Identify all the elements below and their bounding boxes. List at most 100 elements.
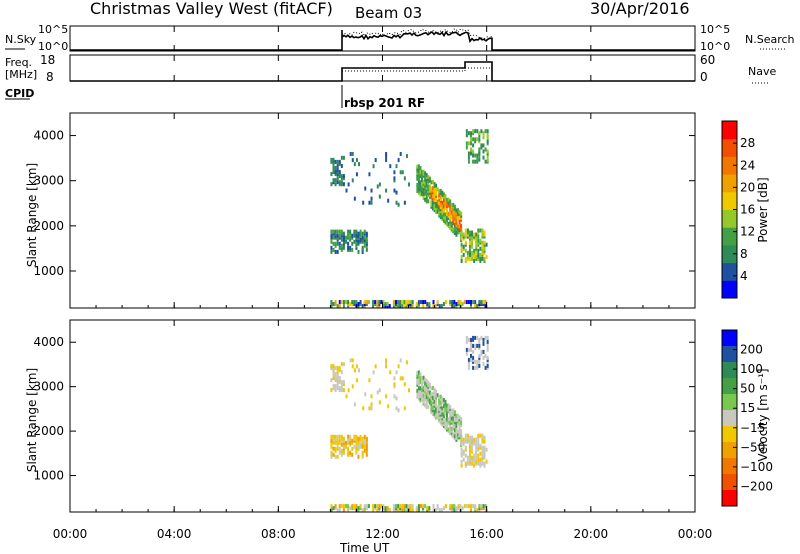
velocity-cell (435, 389, 438, 394)
power-cell (397, 300, 400, 305)
power-cell (482, 300, 485, 305)
power-panel: 1000 2000 3000 4000 Slant Range [km] (25, 112, 696, 309)
power-cell (483, 258, 486, 263)
power-cell (453, 212, 456, 217)
velocity-cell (421, 387, 424, 392)
power-cell (450, 225, 453, 230)
power-cell (378, 300, 381, 305)
colorbar-swatch (722, 121, 737, 140)
power-cell (446, 220, 449, 225)
colorbar-swatch (722, 394, 737, 411)
power-cell (438, 213, 441, 218)
power-cell (359, 229, 362, 234)
power-cell (472, 129, 475, 134)
power-cell (472, 151, 475, 156)
power-cell (452, 227, 455, 232)
power-cell (482, 149, 485, 154)
power-cell (450, 211, 453, 216)
power-cell (430, 196, 433, 201)
power-cell (478, 149, 481, 154)
velocity-cell (472, 355, 475, 360)
power-cell (376, 304, 379, 309)
power-cell (475, 240, 478, 245)
velocity-cell (441, 406, 444, 411)
velocity-cell (471, 461, 474, 466)
power-cell (441, 217, 444, 222)
velocity-cell (355, 438, 358, 443)
power-cell (449, 302, 452, 307)
velocity-cell (434, 508, 437, 513)
power-cell (338, 170, 341, 175)
power-cell (439, 205, 442, 210)
power-cell (340, 174, 343, 179)
velocity-cell (424, 504, 427, 509)
velocity-cell (467, 357, 470, 362)
power-cell (481, 228, 484, 233)
velocity-cell (351, 364, 354, 369)
power-cell (411, 300, 414, 305)
power-cell (470, 300, 472, 305)
power-cell (473, 248, 476, 253)
power-cell (347, 235, 350, 240)
power-cell (419, 186, 422, 191)
power-cell (422, 193, 425, 198)
power-cell (472, 159, 475, 164)
power-cell (458, 215, 461, 220)
power-cell (340, 229, 343, 234)
velocity-cell (475, 445, 478, 450)
power-cell (349, 235, 352, 240)
velocity-cell (417, 370, 420, 375)
power-cell (382, 302, 385, 307)
velocity-cell (389, 370, 392, 375)
x-tick-label: 04:00 (157, 527, 192, 541)
power-cell (486, 151, 489, 156)
velocity-cell (477, 453, 480, 458)
power-cell (425, 177, 428, 182)
power-cell (345, 188, 348, 193)
power-cell (455, 230, 458, 235)
power-cell (430, 194, 433, 199)
power-cell (345, 235, 347, 240)
power-cell (422, 169, 425, 174)
velocity-cell (424, 381, 427, 386)
velocity-cell (479, 461, 482, 466)
power-cell (351, 247, 354, 252)
power-cell (332, 178, 335, 183)
velocity-cell (480, 349, 483, 354)
power-cell (336, 229, 339, 234)
power-cell (345, 239, 347, 244)
velocity-cell (453, 504, 456, 509)
power-cell (453, 218, 456, 223)
power-cell (483, 240, 486, 245)
power-cell (424, 171, 427, 176)
power-cell (419, 172, 422, 177)
velocity-cell (475, 449, 478, 454)
velocity-cell (397, 508, 400, 513)
power-cell (478, 137, 481, 142)
velocity-cell (334, 504, 337, 509)
velocity-cell (385, 358, 388, 363)
power-cell (416, 166, 419, 171)
power-cell (466, 256, 469, 261)
power-cell (332, 170, 335, 175)
power-cell (336, 163, 339, 168)
power-cell (376, 300, 379, 305)
velocity-cell (446, 417, 449, 422)
power-cell (442, 202, 445, 207)
velocity-cell (453, 508, 456, 513)
power-cell (349, 245, 352, 250)
power-cell (473, 236, 476, 241)
velocity-cell (431, 412, 434, 417)
power-cell (351, 302, 354, 307)
power-cell (334, 165, 337, 170)
velocity-cell (355, 504, 358, 509)
velocity-cell (332, 376, 335, 381)
power-cell (452, 211, 455, 216)
velocity-cell (415, 506, 418, 511)
power-cell (468, 244, 471, 249)
velocity-cell (470, 504, 472, 509)
velocity-cell (438, 508, 441, 513)
power-cell (409, 304, 412, 309)
power-cell (351, 241, 354, 246)
power-cell (353, 302, 356, 307)
